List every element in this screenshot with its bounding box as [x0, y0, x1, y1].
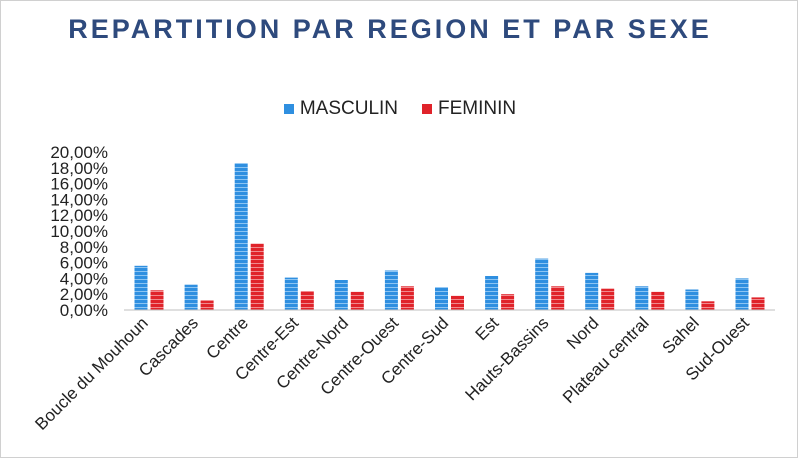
y-tick-label: 16,00% [50, 175, 108, 194]
x-tick-label: Plateau central [559, 313, 653, 407]
bar-feminin [651, 291, 665, 310]
y-tick-label: 6,00% [60, 254, 108, 273]
x-tick-label: Sahel [659, 313, 703, 357]
x-tick-label: Boucle du Mouhoun [31, 313, 151, 433]
bar-masculin [284, 277, 298, 310]
bars [134, 163, 765, 311]
bar-masculin [485, 276, 499, 310]
legend-item-feminin: FEMININ [422, 98, 516, 120]
y-tick-label: 10,00% [50, 222, 108, 241]
y-tick-label: 8,00% [60, 238, 108, 257]
bar-masculin [384, 270, 398, 310]
x-tick-label: Centre [203, 313, 253, 363]
bar-masculin [585, 272, 599, 310]
bar-feminin [150, 290, 164, 311]
x-tick-label: Nord [563, 313, 602, 352]
bar-feminin [551, 286, 565, 310]
legend-swatch-feminin [422, 104, 433, 114]
bar-feminin [400, 286, 414, 310]
bar-feminin [451, 295, 464, 310]
y-tick-label: 20,00% [50, 143, 108, 162]
chart-legend: MASCULIN FEMININ [0, 98, 800, 120]
bar-masculin [685, 289, 699, 310]
y-tick-label: 0,00% [60, 301, 108, 320]
bar-feminin [350, 291, 364, 310]
legend-swatch-masculin [283, 104, 294, 114]
y-tick-label: 14,00% [50, 190, 108, 209]
legend-label-feminin: FEMININ [438, 98, 517, 119]
bar-masculin [184, 284, 198, 310]
bar-masculin [735, 278, 749, 310]
y-tick-label: 12,00% [50, 206, 108, 225]
bar-masculin [535, 258, 549, 310]
bar-masculin [435, 287, 448, 310]
legend-label-masculin: MASCULIN [299, 98, 399, 119]
bar-feminin [751, 297, 765, 310]
y-axis-ticks: 0,00%2,00%4,00%6,00%8,00%10,00%12,00%14,… [50, 143, 108, 320]
bar-feminin [501, 294, 515, 310]
bar-feminin [250, 243, 264, 310]
bar-feminin [601, 288, 615, 310]
legend-item-masculin: MASCULIN [283, 98, 399, 120]
y-tick-label: 2,00% [60, 285, 108, 304]
bar-masculin [334, 280, 348, 310]
bar-feminin [200, 300, 214, 310]
bar-masculin [635, 286, 649, 310]
bar-masculin [134, 265, 148, 310]
x-tick-label: Est [472, 313, 503, 344]
chart-title: REPARTITION PAR REGION ET PAR SEXE [68, 14, 712, 44]
y-tick-label: 18,00% [50, 159, 108, 178]
bar-feminin [300, 291, 314, 310]
y-tick-label: 4,00% [60, 269, 108, 288]
bar-feminin [701, 301, 715, 310]
bar-masculin [234, 163, 248, 310]
